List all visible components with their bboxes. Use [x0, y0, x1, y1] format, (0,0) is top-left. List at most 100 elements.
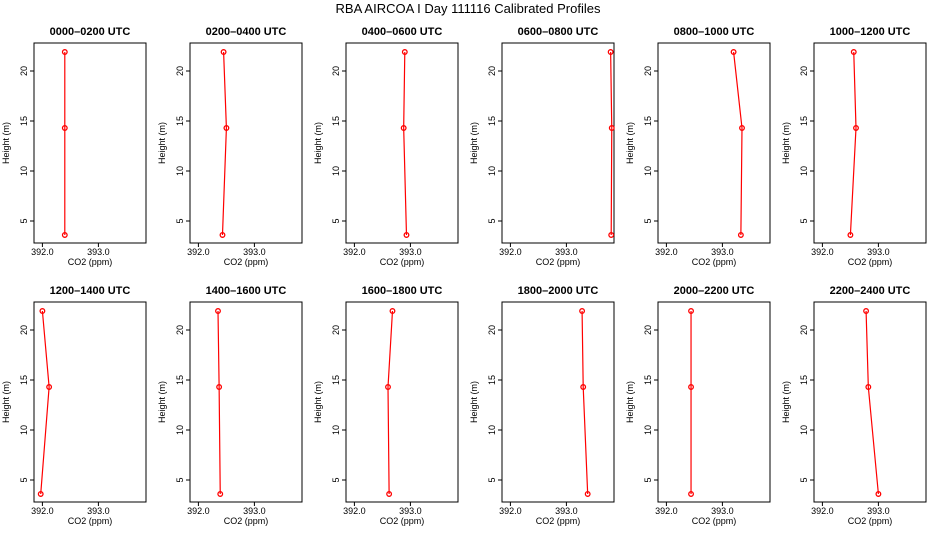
profile-line: [610, 51, 613, 236]
x-tick-label: 392.0: [31, 247, 54, 257]
y-tick-label: 15: [331, 116, 341, 126]
profile-line: [403, 51, 408, 236]
y-tick-label: 20: [487, 325, 497, 335]
y-tick-label: 10: [175, 425, 185, 435]
data-point: [223, 125, 230, 131]
data-point: [386, 491, 393, 497]
data-point: [215, 308, 221, 314]
panel-title: 0400–0600 UTC: [362, 26, 443, 38]
x-tick-label: 393.0: [555, 247, 578, 257]
y-tick-label: 20: [643, 325, 653, 335]
x-tick-label: 393.0: [867, 247, 890, 257]
panel-title: 1800–2000 UTC: [518, 285, 599, 297]
y-axis-label: Height (m): [157, 122, 167, 164]
x-tick-label: 392.0: [343, 506, 366, 516]
panel-10: 1800–2000 UTC 392.0 393.0 5 10 15 20 CO2 (ppm) H…: [469, 285, 615, 526]
x-tick-label: 393.0: [243, 247, 266, 257]
panel-title: 1000–1200 UTC: [830, 26, 911, 38]
panel-title: 0600–0800 UTC: [518, 26, 599, 38]
data-point: [850, 49, 857, 55]
x-axis-label: CO2 (ppm): [68, 516, 113, 526]
y-tick-label: 10: [19, 425, 29, 435]
y-tick-label: 10: [487, 166, 497, 176]
x-tick-label: 392.0: [343, 247, 366, 257]
y-tick-label: 5: [487, 218, 497, 223]
x-tick-label: 392.0: [811, 247, 834, 257]
panel-7: 1200–1400 UTC 392.0 393.0 5 10 15 20 CO2 (ppm) H…: [1, 285, 147, 526]
y-tick-label: 10: [175, 166, 185, 176]
x-axis-label: CO2 (ppm): [848, 257, 893, 267]
x-tick-label: 393.0: [867, 506, 890, 516]
x-tick-label: 393.0: [711, 247, 734, 257]
y-tick-label: 5: [175, 477, 185, 482]
y-tick-label: 10: [799, 166, 809, 176]
panel-1: 0000–0200 UTC 392.0 393.0 5 10 15 20 CO2 (ppm) H…: [1, 26, 147, 267]
profile-line: [387, 310, 394, 495]
chart-main-title: RBA AIRCOA I Day 111116 Calibrated Profi…: [335, 1, 601, 16]
y-tick-label: 20: [19, 66, 29, 76]
x-axis-label: CO2 (ppm): [224, 516, 269, 526]
y-axis-label: Height (m): [781, 122, 791, 164]
panel-title: 0000–0200 UTC: [50, 26, 131, 38]
panel-frame: [657, 42, 771, 244]
x-tick-label: 392.0: [655, 247, 678, 257]
y-tick-label: 5: [643, 218, 653, 223]
panel-frame: [657, 301, 771, 503]
y-axis-label: Height (m): [781, 381, 791, 423]
data-point: [608, 125, 615, 131]
panel-6: 1000–1200 UTC 392.0 393.0 5 10 15 20 CO2 (ppm) H…: [781, 26, 927, 267]
x-axis-label: CO2 (ppm): [692, 257, 737, 267]
data-point: [220, 49, 227, 55]
y-axis-label: Height (m): [157, 381, 167, 423]
data-point: [37, 491, 44, 497]
y-tick-label: 10: [487, 425, 497, 435]
data-point: [39, 308, 46, 314]
profile-line: [221, 51, 228, 236]
y-axis-label: Height (m): [1, 122, 11, 164]
data-point: [401, 49, 408, 55]
y-tick-label: 20: [331, 66, 341, 76]
x-tick-label: 393.0: [243, 506, 266, 516]
x-tick-label: 392.0: [655, 506, 678, 516]
x-tick-label: 392.0: [187, 247, 210, 257]
data-point: [389, 308, 396, 314]
data-point: [61, 232, 68, 238]
y-axis-label: Height (m): [1, 381, 11, 423]
y-axis-label: Height (m): [625, 122, 635, 164]
data-point: [739, 125, 745, 131]
panel-title: 2200–2400 UTC: [830, 285, 911, 297]
y-tick-label: 5: [487, 477, 497, 482]
x-axis-label: CO2 (ppm): [536, 257, 581, 267]
panel-11: 2000–2200 UTC 392.0 393.0 5 10 15 20 CO2 (ppm) H…: [625, 285, 771, 526]
y-tick-label: 10: [19, 166, 29, 176]
panel-9: 1600–1800 UTC 392.0 393.0 5 10 15 20 CO2 (ppm) H…: [313, 285, 459, 526]
data-point: [385, 384, 391, 390]
panel-frame: [813, 301, 927, 503]
data-point: [688, 308, 694, 314]
y-axis-label: Height (m): [313, 122, 323, 164]
panel-title: 1400–1600 UTC: [206, 285, 287, 297]
panel-frame: [189, 301, 303, 503]
y-tick-label: 20: [19, 325, 29, 335]
x-tick-label: 393.0: [555, 506, 578, 516]
x-axis-label: CO2 (ppm): [380, 257, 425, 267]
data-point: [865, 384, 872, 390]
y-tick-label: 10: [643, 425, 653, 435]
data-point: [584, 491, 591, 497]
data-point: [688, 384, 694, 390]
data-point: [608, 232, 615, 238]
panel-title: 1600–1800 UTC: [362, 285, 443, 297]
x-axis-label: CO2 (ppm): [692, 516, 737, 526]
panel-title: 2000–2200 UTC: [674, 285, 755, 297]
panel-title: 1200–1400 UTC: [50, 285, 131, 297]
data-point: [580, 384, 587, 390]
data-point: [730, 49, 737, 55]
x-axis-label: CO2 (ppm): [380, 516, 425, 526]
x-axis-label: CO2 (ppm): [536, 516, 581, 526]
data-point: [61, 49, 68, 55]
panel-2: 0200–0400 UTC 392.0 393.0 5 10 15 20 CO2 (ppm) H…: [157, 26, 303, 267]
y-tick-label: 15: [799, 116, 809, 126]
profile-line: [581, 310, 589, 495]
data-point: [607, 49, 614, 55]
